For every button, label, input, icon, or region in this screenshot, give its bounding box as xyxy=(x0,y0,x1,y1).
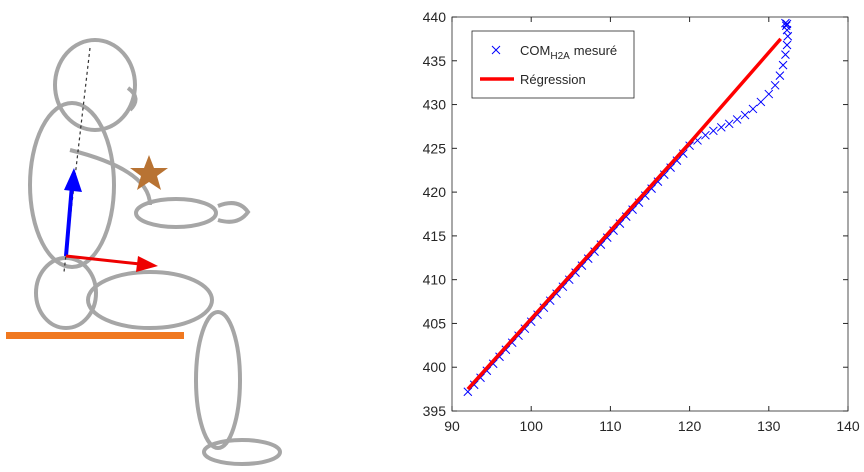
legend-name: COM xyxy=(520,43,550,58)
y-tick-label: 405 xyxy=(423,315,447,331)
x-tick-label: 90 xyxy=(444,418,460,434)
torso xyxy=(28,101,116,269)
y-tick-label: 420 xyxy=(423,184,447,200)
data-point xyxy=(781,18,790,28)
data-point xyxy=(740,110,750,120)
data-point xyxy=(748,104,758,114)
x-tick-label: 100 xyxy=(520,418,544,434)
shank xyxy=(194,310,242,450)
legend-name: Régression xyxy=(520,72,586,87)
legend-box xyxy=(471,30,635,99)
legend-suffix: mesuré xyxy=(574,43,617,58)
data-point xyxy=(558,282,568,292)
data-point xyxy=(764,89,774,99)
y-tick-label: 415 xyxy=(423,228,447,244)
x-tick-label: 120 xyxy=(678,418,702,434)
nose xyxy=(126,86,138,112)
y-tick-label: 425 xyxy=(423,140,447,156)
y-tick-label: 430 xyxy=(423,97,447,113)
blue-arrow xyxy=(64,184,74,257)
data-point xyxy=(539,303,549,313)
data-point xyxy=(709,126,718,136)
data-point xyxy=(778,60,788,70)
red-arrow xyxy=(65,254,141,266)
data-point xyxy=(545,296,555,306)
thigh xyxy=(86,270,214,330)
seated-figure xyxy=(28,38,282,466)
x-tick-label: 130 xyxy=(757,418,781,434)
seat xyxy=(6,332,184,339)
data-point xyxy=(775,71,785,81)
y-tick-label: 410 xyxy=(423,272,447,288)
data-point xyxy=(552,289,561,299)
legend-label: Régression xyxy=(520,72,586,87)
y-tick-label: 440 xyxy=(423,9,447,25)
legend-subscript: H2A xyxy=(550,51,570,62)
data-point xyxy=(770,80,780,90)
y-tick-label: 400 xyxy=(423,359,447,375)
data-point xyxy=(724,119,734,129)
legend-label: COMH2A mesuré xyxy=(520,43,617,62)
foot xyxy=(202,438,282,466)
data-point xyxy=(756,97,766,107)
hand xyxy=(217,201,251,224)
data-point xyxy=(781,21,791,31)
data-point xyxy=(701,130,710,140)
y-tick-label: 395 xyxy=(423,403,447,419)
x-tick-label: 110 xyxy=(599,418,622,434)
data-point xyxy=(782,19,792,29)
upper-arm xyxy=(69,148,152,206)
data-point xyxy=(781,50,790,60)
data-point xyxy=(463,387,473,397)
regression-line xyxy=(466,37,782,391)
x-tick-label: 140 xyxy=(836,418,860,434)
star xyxy=(130,155,168,190)
red-arrowhead xyxy=(136,256,158,272)
pelvis xyxy=(34,256,98,330)
data-point xyxy=(716,122,726,132)
data-point xyxy=(782,40,792,50)
blue-arrowhead xyxy=(64,168,82,192)
data-point xyxy=(732,115,742,124)
legend-marker xyxy=(491,45,501,55)
forearm xyxy=(134,197,218,229)
y-tick-label: 435 xyxy=(423,53,447,69)
head xyxy=(53,38,137,132)
